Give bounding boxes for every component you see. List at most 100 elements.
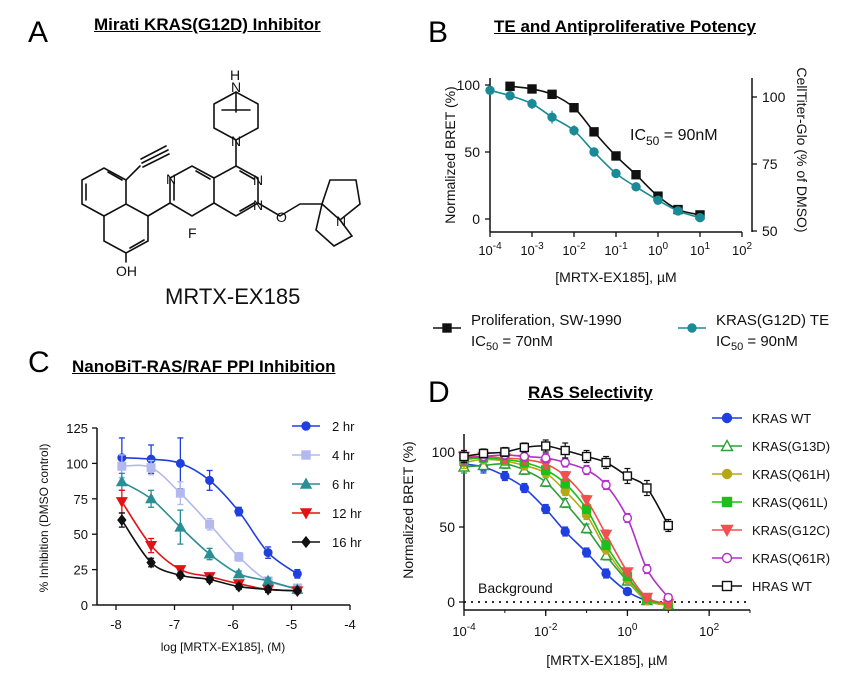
data-point <box>695 212 705 223</box>
data-point <box>263 548 273 558</box>
data-point <box>145 492 158 504</box>
data-point <box>117 514 127 526</box>
x-tick-label: -5 <box>286 617 298 632</box>
legend-label: Proliferation, SW-1990 <box>471 312 622 329</box>
data-point <box>547 89 557 100</box>
x-tick-label: 10-3 <box>520 241 544 258</box>
panel-b-title: TE and Antiproliferative Potency <box>494 17 756 36</box>
y-tick-label: 0 <box>81 598 88 613</box>
legend-b: Proliferation, SW-1990 IC50 = 70nM KRAS(G1… <box>433 312 829 353</box>
data-point <box>115 475 128 487</box>
data-point <box>145 541 158 552</box>
panel-d-title: RAS Selectivity <box>528 383 653 402</box>
ic50-annotation: IC50 = 90nM <box>630 127 718 148</box>
legend-marker <box>301 535 311 549</box>
data-point <box>234 507 244 517</box>
x-tick-label: 10-1 <box>604 241 628 258</box>
data-point <box>560 526 570 537</box>
data-point <box>611 168 621 179</box>
y-tick-label: 0 <box>447 594 455 610</box>
data-point <box>115 497 128 508</box>
atom-n-pyr: N <box>336 213 346 229</box>
x-tick-label: 101 <box>690 241 710 258</box>
data-point <box>622 513 633 523</box>
data-point <box>622 586 633 597</box>
legend-marker <box>720 439 734 452</box>
x-tick-label: 100 <box>617 622 637 639</box>
data-point <box>500 471 510 481</box>
legend-label: KRAS(Q61H) <box>752 467 830 482</box>
atom-n2: N <box>253 197 263 213</box>
series-line-0 <box>509 85 701 216</box>
y-tick-label: 100 <box>457 77 481 93</box>
data-point <box>601 568 611 579</box>
panel-letter-c: C <box>28 346 50 379</box>
data-point <box>203 547 216 559</box>
legend-marker <box>299 508 313 520</box>
y-axis-label: % Inhibition (DMSO control) <box>37 444 51 593</box>
data-point <box>205 519 215 529</box>
data-point <box>601 540 611 550</box>
legend-label: 12 hr <box>332 506 362 521</box>
data-point <box>477 459 490 471</box>
panel-letter-b: B <box>428 16 449 49</box>
panel-c-title: NanoBiT-RAS/RAF PPI Inhibition <box>72 357 336 376</box>
y-tick-label: 75 <box>74 492 88 507</box>
legend-marker <box>721 580 733 592</box>
data-point <box>146 556 156 569</box>
legend-marker <box>301 421 311 431</box>
data-point <box>560 457 570 468</box>
y-tick-label: 25 <box>74 563 88 578</box>
x-tick-label: -4 <box>344 617 356 632</box>
y-tick-label: 50 <box>464 144 480 160</box>
data-point <box>580 495 593 507</box>
atom-n3: N <box>166 171 176 187</box>
legend-marker <box>442 323 452 333</box>
y-axis-label: Normalized BRET (%) <box>400 441 416 578</box>
data-point <box>642 564 652 574</box>
legend-label: KRAS(Q61R) <box>752 551 830 566</box>
data-point <box>581 547 592 558</box>
data-point <box>519 451 530 462</box>
legend-marker <box>721 468 733 480</box>
data-point <box>663 592 673 603</box>
x-tick-label: 102 <box>732 241 752 258</box>
data-point <box>663 520 673 531</box>
panel-a-title: Mirati KRAS(G12D) Inhibitor <box>94 15 321 34</box>
data-point <box>292 584 303 597</box>
data-point <box>580 522 593 534</box>
data-point <box>292 569 302 579</box>
y-axis-label: Normalized BRET (%) <box>442 86 458 223</box>
data-point <box>653 195 663 205</box>
y-tick-label: 100 <box>66 456 88 471</box>
legend-label: KRAS(G12D) TE <box>716 312 829 329</box>
compound-name: MRTX-EX185 <box>165 284 300 309</box>
legend-marker <box>299 477 313 489</box>
data-point <box>174 520 187 532</box>
data-point <box>622 471 633 481</box>
x-axis-label: log [MRTX-EX185], (M) <box>161 640 285 654</box>
atom-o: O <box>276 209 287 225</box>
y-tick-label: 100 <box>432 444 456 460</box>
legend-label: KRAS(G13D) <box>752 439 830 454</box>
data-point <box>560 445 570 456</box>
data-point <box>631 170 641 180</box>
legend-ic50: IC50 = 90nM <box>716 333 798 353</box>
atom-n-pip: N <box>231 133 241 149</box>
data-point <box>642 483 652 493</box>
y-tick-label: 50 <box>439 519 455 535</box>
data-point <box>232 567 245 579</box>
legend-marker <box>721 496 733 508</box>
x-tick-label: 10-2 <box>534 622 558 639</box>
legend-marker <box>720 524 734 537</box>
x-tick-label: 100 <box>648 241 668 258</box>
legend-label: 16 hr <box>332 535 362 550</box>
panel-letter-a: A <box>28 16 49 49</box>
x-tick-label: 10-4 <box>452 622 476 639</box>
data-point <box>559 471 572 483</box>
legend-label: HRAS WT <box>752 579 812 594</box>
x-axis-label: [MRTX-EX185], µM <box>555 269 676 285</box>
data-point <box>485 85 495 96</box>
data-point <box>541 453 551 463</box>
